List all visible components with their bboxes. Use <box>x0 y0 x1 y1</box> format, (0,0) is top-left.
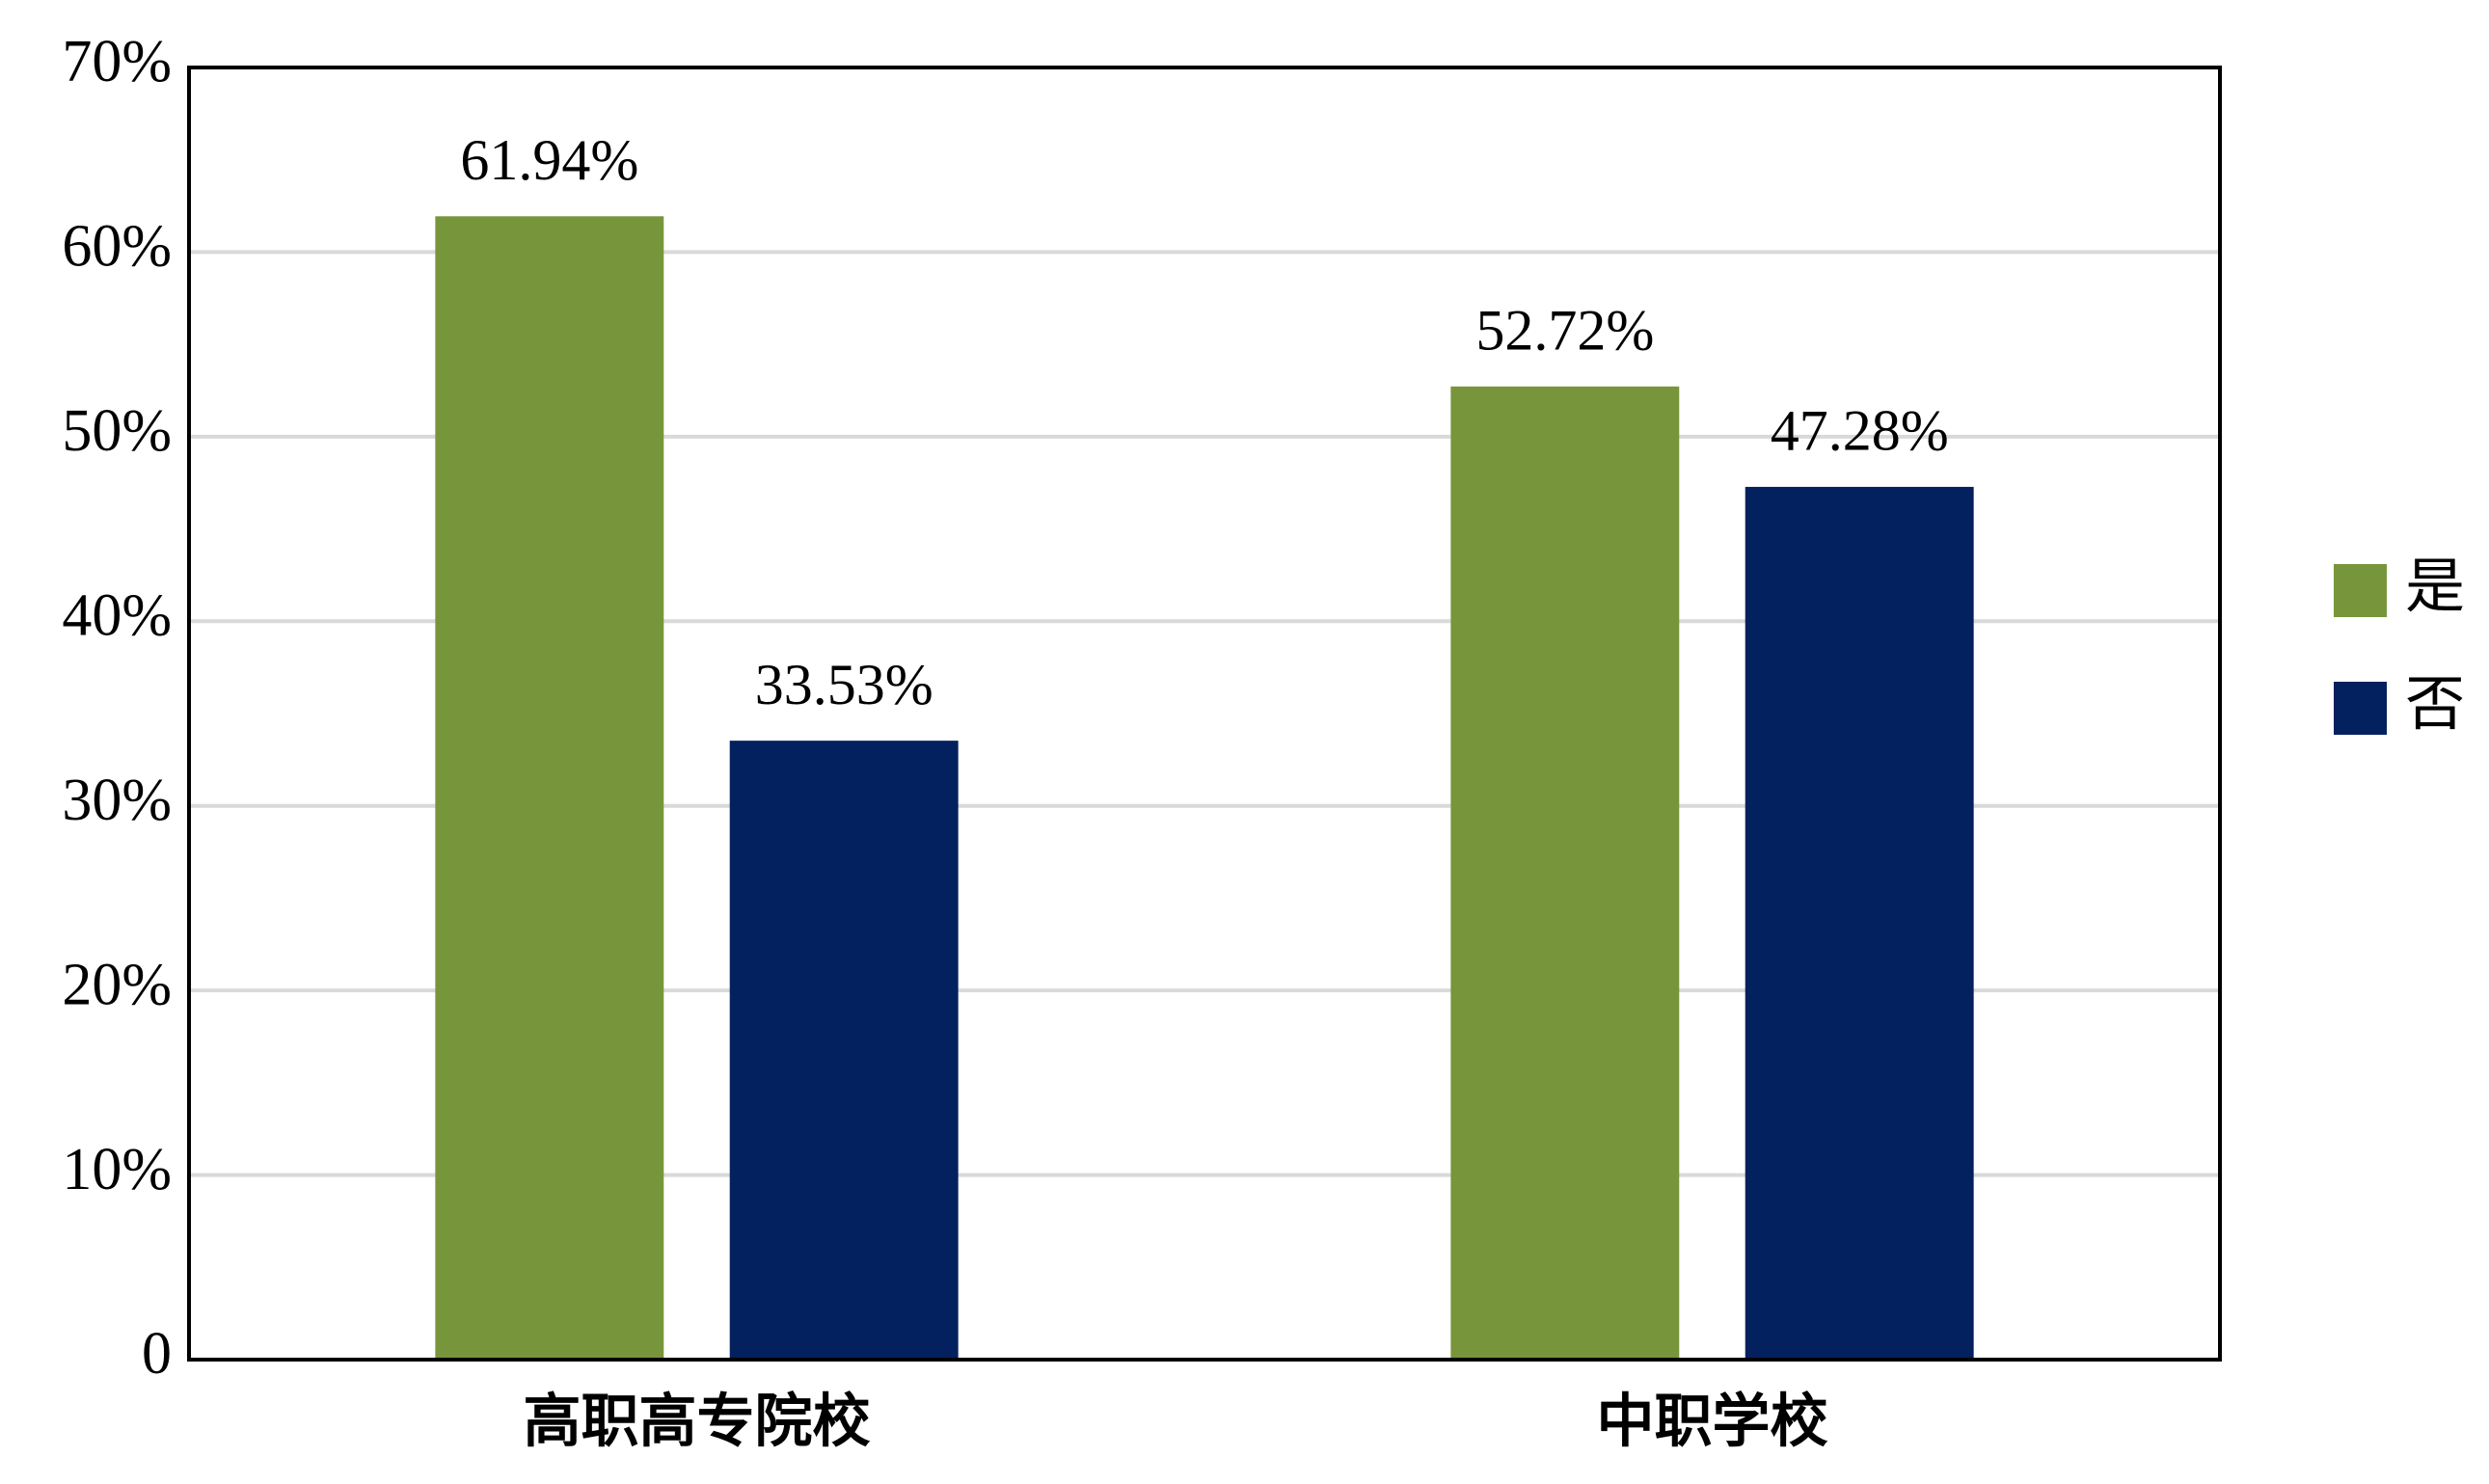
legend-swatch <box>2334 564 2387 617</box>
y-tick-label: 20% <box>62 952 172 1017</box>
x-tick-label: 中职学校 <box>1597 1389 1828 1456</box>
bar <box>1745 486 1974 1360</box>
data-label: 33.53% <box>755 653 933 716</box>
plot-frame <box>187 66 2222 1362</box>
y-tick-label: 10% <box>62 1137 172 1202</box>
legend-swatch <box>2334 682 2387 735</box>
y-tick-label: 70% <box>62 29 172 94</box>
bar <box>435 216 664 1361</box>
legend-label: 否 <box>2405 668 2465 739</box>
bar <box>1450 386 1680 1360</box>
y-tick-label: 40% <box>62 583 172 649</box>
data-label: 52.72% <box>1475 299 1654 363</box>
y-tick-label: 30% <box>62 768 172 833</box>
y-tick-label: 50% <box>62 398 172 464</box>
data-label: 47.28% <box>1771 399 1949 463</box>
legend-label: 是 <box>2405 551 2465 621</box>
y-tick-label: 0 <box>142 1321 172 1387</box>
x-tick-label: 高职高专院校 <box>524 1389 871 1456</box>
bar <box>729 741 959 1360</box>
y-tick-label: 60% <box>62 214 172 280</box>
data-label: 61.94% <box>460 128 638 192</box>
